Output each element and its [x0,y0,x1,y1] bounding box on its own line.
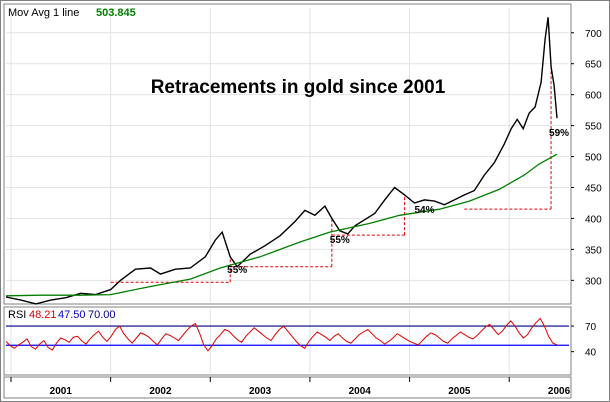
x-tick-label: 2005 [448,386,471,397]
x-tick-label: 2002 [149,386,172,397]
rsi-tick-label: 40 [585,348,597,359]
annotation-label: 54% [415,205,435,216]
annotation-label: 55% [227,265,247,276]
moving-average-line [5,153,558,297]
y-tick-label: 450 [585,183,602,194]
annotations: 55% 55% 54% 59% [227,128,569,276]
rsi-panel [3,306,572,376]
rsi-tick-label: 70 [585,322,597,333]
rsi-value-1: 48.21 [29,309,57,321]
y-tick-label: 350 [585,245,602,256]
annotation-label: 55% [330,235,350,246]
x-tick-label: 2006 [548,386,571,397]
rsi-value-3: 70.00 [88,309,116,321]
x-tick-label: 2003 [249,386,272,397]
y-tick-label: 700 [585,29,602,40]
rsi-value-2: 47.50 [58,309,86,321]
rsi-y-axis: 40 70 [571,322,597,359]
y-tick-label: 600 [585,91,602,102]
indicator-value: 503.845 [96,7,136,19]
indicator-label: Mov Avg 1 line [8,7,79,19]
y-tick-label: 500 [585,153,602,164]
x-tick-label: 2004 [349,386,372,397]
price-y-axis: 300 350 400 450 500 550 600 650 700 [571,29,602,287]
price-series-line [5,17,558,305]
y-tick-label: 650 [585,60,602,71]
rsi-reference-lines [6,325,569,346]
x-tick-label: 2001 [50,386,73,397]
y-tick-label: 550 [585,122,602,133]
chart-title: Retracements in gold since 2001 [151,77,446,98]
annotation-label: 59% [549,128,569,139]
price-grid [6,8,569,302]
x-axis-bar [3,376,572,399]
rsi-label: RSI [8,309,26,321]
rsi-series-line [5,317,558,352]
y-tick-label: 400 [585,214,602,225]
x-axis: 2001 2002 2003 2004 2005 2006 [10,377,571,397]
y-tick-label: 300 [585,276,602,287]
price-panel [3,3,572,305]
